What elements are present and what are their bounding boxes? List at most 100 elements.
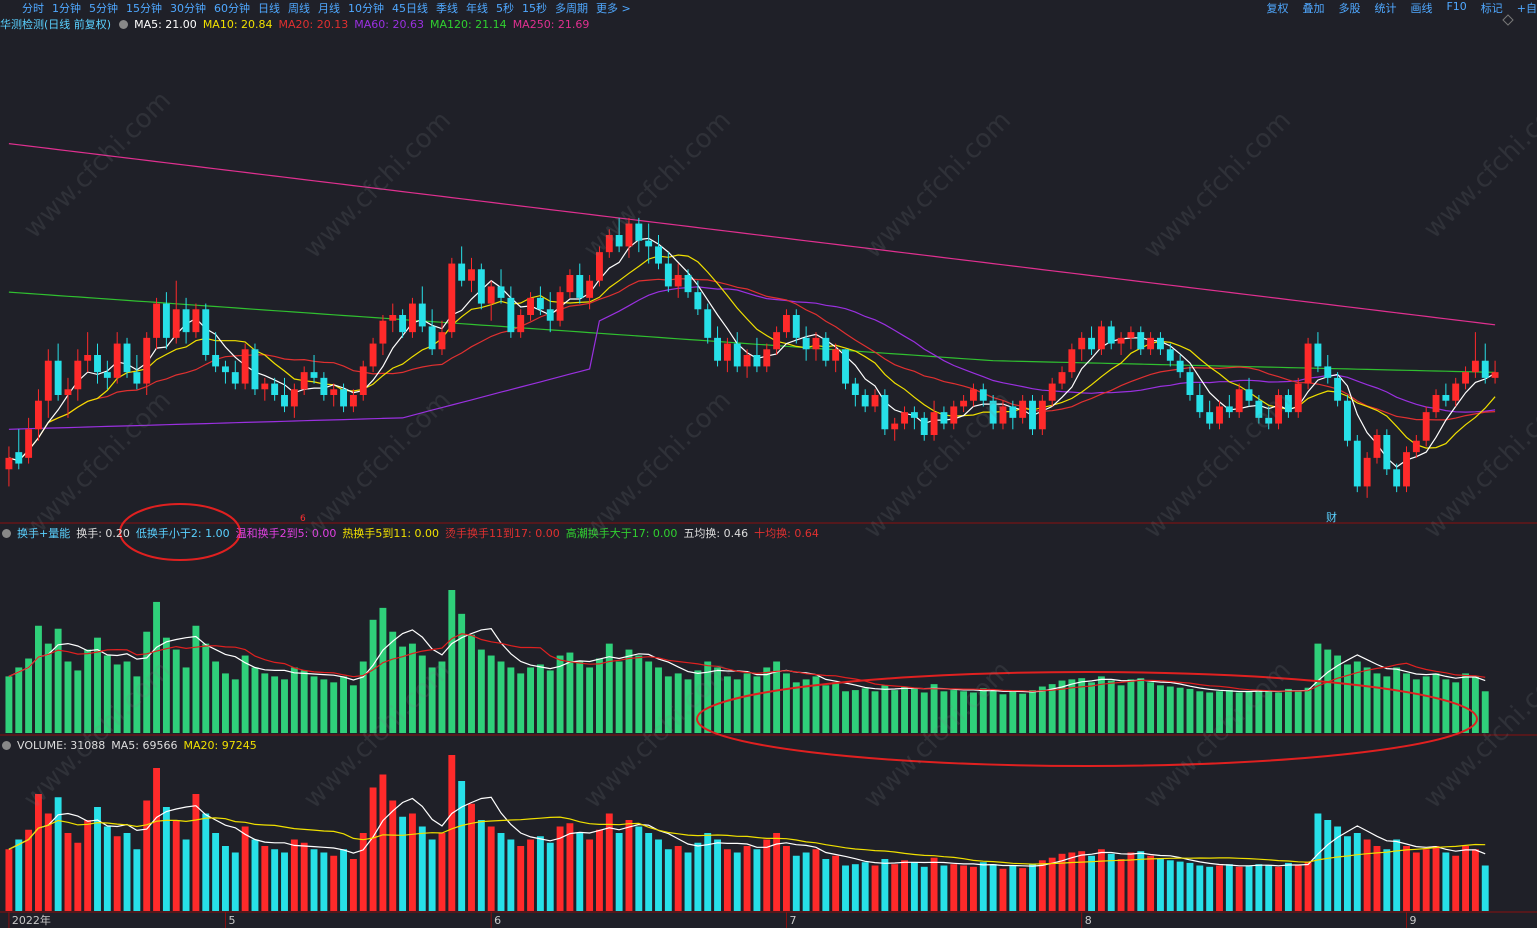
volume-bar [871, 865, 879, 911]
tool-3[interactable]: 统计 [1374, 2, 1397, 15]
tab-10[interactable]: 45日线 [392, 2, 428, 15]
candle [517, 315, 525, 333]
turnover-bar [35, 625, 42, 733]
turnover-bar [1107, 680, 1115, 733]
candle [133, 372, 141, 384]
tab-6[interactable]: 日线 [258, 2, 280, 15]
tab-2[interactable]: 5分钟 [89, 2, 118, 15]
candle [1097, 326, 1105, 350]
turnover-bar [1403, 673, 1410, 733]
tab-16[interactable]: 更多 > [596, 2, 631, 15]
volume-bar [733, 852, 741, 911]
turnover-bar [1009, 691, 1017, 733]
candle [960, 400, 968, 407]
tool-0[interactable]: 复权 [1266, 2, 1289, 15]
volume-bar [1235, 866, 1243, 911]
turnover-ma10-line [8, 633, 1486, 692]
turnover-bar [989, 690, 997, 733]
turnover-bar [674, 673, 682, 733]
tab-0[interactable]: 分时 [22, 2, 44, 15]
candle [172, 309, 180, 338]
candle [290, 389, 298, 407]
candle [615, 235, 623, 247]
tab-5[interactable]: 60分钟 [214, 2, 250, 15]
ma-legend-4: MA120: 21.14 [429, 17, 507, 31]
tab-7[interactable]: 周线 [288, 2, 310, 15]
stock-title[interactable]: 华测检测(日线 前复权) [0, 18, 112, 31]
turnover-bar [251, 667, 259, 733]
tool-7[interactable]: +自 [1516, 2, 1537, 15]
candle [851, 383, 859, 395]
volume-bar [1462, 846, 1469, 911]
candle [271, 383, 279, 395]
tool-5[interactable]: F10 [1446, 0, 1467, 13]
volume-bar [1225, 864, 1233, 911]
candle [349, 395, 357, 407]
candle [1186, 372, 1194, 395]
turnover-bar [1147, 682, 1155, 733]
period-tabs: 分时 1分钟 5分钟 15分钟 30分钟 60分钟 日线 周线 月线 10分钟 45日线 季线 年线 5秒… [0, 0, 639, 16]
turnover-bar [1117, 685, 1125, 733]
tab-14[interactable]: 15秒 [522, 2, 547, 15]
volume-legend-0: VOLUME: 31088 [17, 738, 106, 752]
turnover-bar [645, 661, 653, 733]
turnover-bar [694, 670, 702, 733]
turnover-bar [684, 679, 692, 733]
candle [1009, 406, 1017, 418]
candle [694, 292, 702, 310]
volume-bar [1412, 852, 1420, 911]
tab-9[interactable]: 10分钟 [348, 2, 384, 15]
volume-bar [143, 800, 151, 911]
volume-bar [960, 865, 968, 911]
volume-bar [802, 852, 810, 911]
volume-bar [389, 800, 397, 911]
turnover-bar [379, 607, 387, 733]
volume-bar [881, 859, 889, 911]
candle [881, 395, 889, 430]
tab-15[interactable]: 多周期 [555, 2, 588, 15]
tab-13[interactable]: 5秒 [496, 2, 514, 15]
volume-bar [1097, 849, 1105, 911]
candle [1245, 389, 1253, 401]
tool-6[interactable]: 标记 [1480, 2, 1503, 15]
tab-8[interactable]: 月线 [318, 2, 340, 15]
turnover-bar [399, 646, 407, 733]
volume-bar [1038, 860, 1046, 911]
turnover-bar [891, 690, 899, 733]
turnover-bar [1097, 676, 1105, 733]
collapse-icon[interactable] [2, 528, 11, 538]
tab-11[interactable]: 季线 [436, 2, 458, 15]
turnover-bar [1038, 686, 1046, 733]
volume-bar [1363, 839, 1371, 911]
turnover-bar [487, 655, 495, 733]
candle [251, 349, 259, 390]
tab-4[interactable]: 30分钟 [170, 2, 206, 15]
candle [1157, 337, 1164, 350]
volume-bar [241, 826, 249, 911]
volume-bar [369, 787, 377, 911]
volume-bar [1265, 865, 1273, 911]
turnover-title[interactable]: 换手+量能 [17, 527, 71, 540]
tab-12[interactable]: 年线 [466, 2, 488, 15]
candle [359, 366, 367, 395]
collapse-icon[interactable] [2, 740, 11, 750]
turnover-bar [172, 649, 180, 733]
turnover-bar [1373, 673, 1381, 733]
turnover-bar [1265, 691, 1273, 733]
turnover-bar [1334, 655, 1342, 733]
dropdown-icon[interactable] [119, 19, 129, 29]
volume-bar [517, 846, 525, 911]
tool-4[interactable]: 画线 [1410, 2, 1433, 15]
turnover-bar [123, 661, 131, 733]
turnover-bar [566, 652, 574, 733]
candle [1137, 332, 1145, 350]
tool-2[interactable]: 多股 [1338, 2, 1361, 15]
tab-1[interactable]: 1分钟 [52, 2, 81, 15]
candle [1147, 337, 1155, 350]
candle [25, 429, 33, 458]
turnover-bar [15, 667, 23, 733]
volume-bar [1196, 865, 1204, 911]
tab-3[interactable]: 15分钟 [126, 2, 162, 15]
tool-1[interactable]: 叠加 [1302, 2, 1325, 15]
